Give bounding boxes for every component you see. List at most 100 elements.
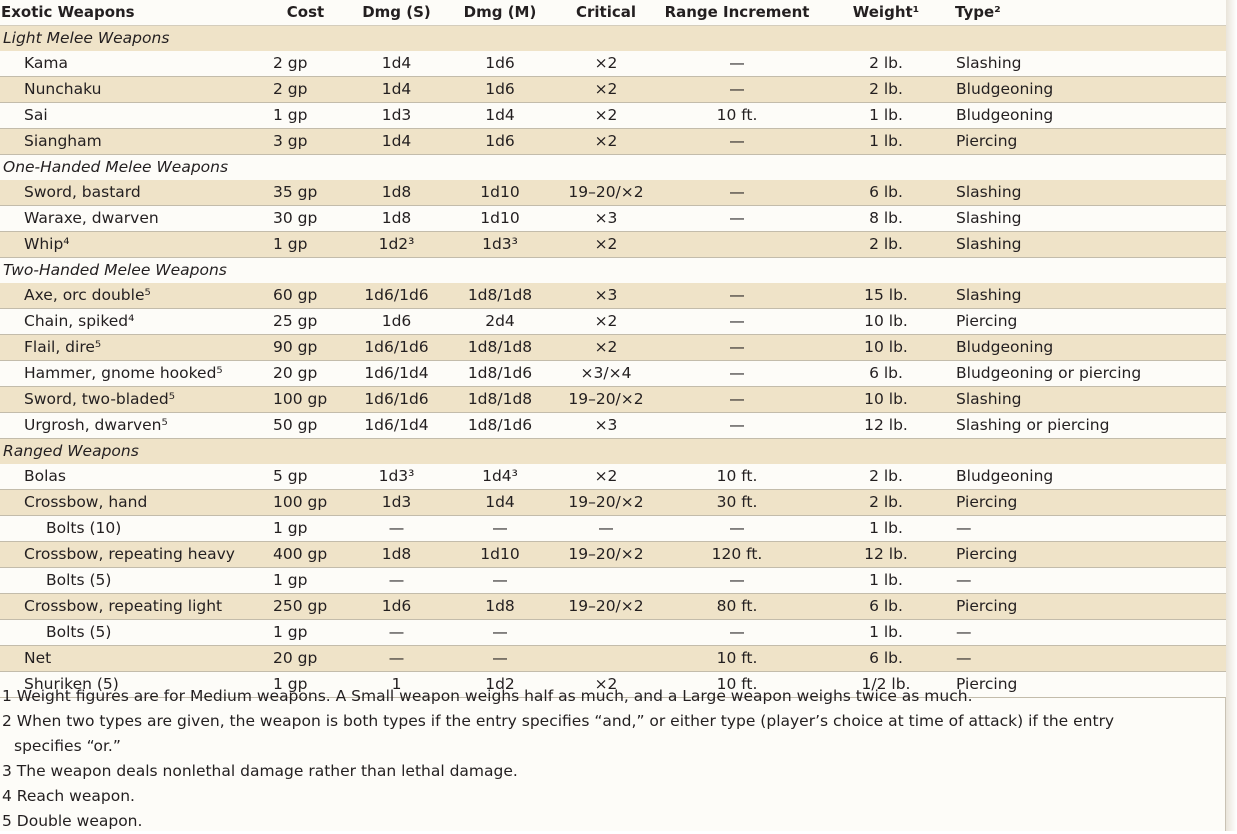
- table-row: Bolts (5) 1 gp — — —1 lb. —: [0, 619, 1226, 646]
- exotic-weapons-table: Exotic Weapons Cost Dmg (S) Dmg (M) Crit…: [0, 3, 1226, 698]
- cell-name: Axe, orc double⁵: [0, 283, 263, 309]
- cell-type: —: [955, 619, 1226, 646]
- cell-weight: 1 lb.: [817, 102, 955, 129]
- header-dmg-s: Dmg (S): [362, 3, 431, 21]
- cell-range: —: [657, 619, 817, 646]
- table-row: Waraxe, dwarven 30 gp 1d8 1d10 ×3—8 lb. Slash…: [0, 205, 1226, 232]
- cell-dmg-m: 1d8: [445, 593, 555, 620]
- cell-name: Chain, spiked⁴: [0, 308, 263, 335]
- cell-name: Siangham: [0, 128, 263, 155]
- cell-type: Slashing: [955, 205, 1226, 232]
- category-row: One-Handed Melee Weapons: [0, 154, 1226, 180]
- cell-name: Crossbow, repeating heavy: [0, 541, 263, 568]
- cell-type: Bludgeoning: [955, 334, 1226, 361]
- cell-weight: 1 lb.: [817, 567, 955, 594]
- cell-critical: ×3/×4: [555, 360, 657, 387]
- cell-cost: 2 gp: [263, 76, 348, 103]
- cell-critical: 19–20/×2: [555, 386, 657, 413]
- cell-dmg-s: 1d6/1d6: [348, 283, 445, 309]
- cell-range: —: [657, 386, 817, 413]
- cell-weight: 12 lb.: [817, 541, 955, 568]
- table-row: Axe, orc double⁵ 60 gp 1d6/1d6 1d8/1d8 ×3—15…: [0, 283, 1226, 309]
- cell-type: Bludgeoning: [955, 102, 1226, 129]
- table-row: Hammer, gnome hooked⁵ 20 gp 1d6/1d4 1d8/1d6…: [0, 360, 1226, 387]
- cell-range: 10 ft.: [657, 645, 817, 672]
- cell-type: Piercing: [955, 308, 1226, 335]
- cell-name: Shuriken (5): [0, 671, 263, 698]
- cell-critical: [555, 645, 657, 672]
- cell-dmg-m: 1d4: [445, 102, 555, 129]
- cell-name: Flail, dire⁵: [0, 334, 263, 361]
- cell-range: —: [657, 567, 817, 594]
- cell-cost: 250 gp: [263, 593, 348, 620]
- cell-type: Bludgeoning or piercing: [955, 360, 1226, 387]
- cell-dmg-m: 1d4³: [445, 464, 555, 490]
- cell-name: Bolts (10): [0, 515, 263, 542]
- cell-weight: 15 lb.: [817, 283, 955, 309]
- cell-weight: 12 lb.: [817, 412, 955, 439]
- table-row: Siangham 3 gp 1d4 1d6 ×2—1 lb. Piercing: [0, 128, 1226, 155]
- cell-name: Crossbow, repeating light: [0, 593, 263, 620]
- cell-critical: ×2: [555, 76, 657, 103]
- cell-cost: 20 gp: [263, 645, 348, 672]
- cell-dmg-m: 1d6: [445, 76, 555, 103]
- cell-range: —: [657, 360, 817, 387]
- cell-cost: 50 gp: [263, 412, 348, 439]
- cell-dmg-s: —: [348, 619, 445, 646]
- table-row: Crossbow, repeating heavy 400 gp 1d8 1d10 19…: [0, 541, 1226, 568]
- cell-type: Slashing or piercing: [955, 412, 1226, 439]
- cell-cost: 30 gp: [263, 205, 348, 232]
- cell-dmg-m: 1d2: [445, 671, 555, 698]
- cell-critical: ×2: [555, 128, 657, 155]
- cell-cost: 3 gp: [263, 128, 348, 155]
- cell-weight: 1 lb.: [817, 619, 955, 646]
- cell-cost: 1 gp: [263, 231, 348, 258]
- footnote-2-continued: specifies “or.”: [14, 737, 121, 755]
- table-row: Bolts (10) 1 gp — — — —1 lb. —: [0, 515, 1226, 542]
- cell-name: Urgrosh, dwarven⁵: [0, 412, 263, 439]
- cell-weight: 1 lb.: [817, 128, 955, 155]
- footnote-2: 2 When two types are given, the weapon i…: [2, 712, 1115, 730]
- cell-type: Piercing: [955, 593, 1226, 620]
- cell-dmg-m: 1d8/1d6: [445, 412, 555, 439]
- cell-range: —: [657, 283, 817, 309]
- cell-dmg-m: —: [445, 619, 555, 646]
- cell-dmg-m: 1d4: [445, 489, 555, 516]
- cell-dmg-m: —: [445, 645, 555, 672]
- cell-dmg-s: —: [348, 515, 445, 542]
- cell-cost: 1 gp: [263, 619, 348, 646]
- cell-dmg-s: 1d3³: [348, 464, 445, 490]
- category-label: Light Melee Weapons: [3, 29, 170, 47]
- cell-dmg-m: 1d8/1d6: [445, 360, 555, 387]
- cell-dmg-s: 1d3: [348, 489, 445, 516]
- cell-name: Hammer, gnome hooked⁵: [0, 360, 263, 387]
- category-label: Ranged Weapons: [3, 442, 139, 460]
- cell-cost: 100 gp: [263, 489, 348, 516]
- cell-range: 30 ft.: [657, 489, 817, 516]
- cell-range: 10 ft.: [657, 464, 817, 490]
- cell-weight: 1 lb.: [817, 515, 955, 542]
- cell-cost: 1 gp: [263, 102, 348, 129]
- cell-dmg-s: —: [348, 567, 445, 594]
- table-row: Flail, dire⁵ 90 gp 1d6/1d6 1d8/1d8 ×2—10 lb.…: [0, 334, 1226, 361]
- table-row: Nunchaku 2 gp 1d4 1d6 ×2—2 lb. Bludgeoning: [0, 76, 1226, 103]
- table-row: Bolas 5 gp 1d3³ 1d4³ ×2 10 ft. 2 lb. Bludgeonin…: [0, 464, 1226, 490]
- cell-cost: 35 gp: [263, 180, 348, 206]
- cell-critical: [555, 567, 657, 594]
- cell-weight: 6 lb.: [817, 180, 955, 206]
- cell-critical: ×2: [555, 334, 657, 361]
- cell-type: —: [955, 645, 1226, 672]
- cell-dmg-s: 1d4: [348, 51, 445, 77]
- cell-critical: 19–20/×2: [555, 541, 657, 568]
- cell-cost: 60 gp: [263, 283, 348, 309]
- cell-weight: 2 lb.: [817, 231, 955, 258]
- cell-name: Nunchaku: [0, 76, 263, 103]
- footnote-4: 4 Reach weapon.: [2, 787, 135, 805]
- cell-type: Slashing: [955, 231, 1226, 258]
- cell-cost: 25 gp: [263, 308, 348, 335]
- table-row: Bolts (5) 1 gp — — —1 lb. —: [0, 567, 1226, 594]
- cell-critical: ×2: [555, 308, 657, 335]
- table-row: Urgrosh, dwarven⁵ 50 gp 1d6/1d4 1d8/1d6 ×3—1…: [0, 412, 1226, 439]
- cell-dmg-m: 1d3³: [445, 231, 555, 258]
- cell-weight: 10 lb.: [817, 334, 955, 361]
